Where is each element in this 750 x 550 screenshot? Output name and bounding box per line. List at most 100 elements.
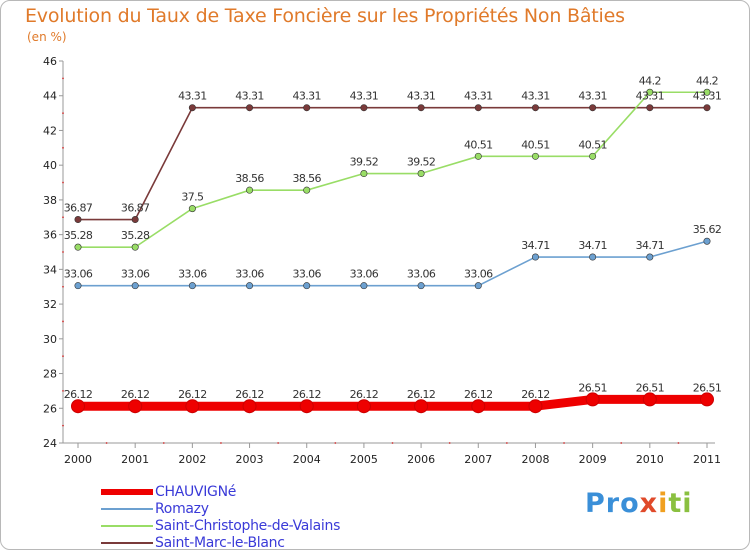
y-minor-tick [62,146,64,149]
y-minor-tick [62,424,64,427]
data-label-0: 26.12 [178,388,207,401]
data-label-3: 43.31 [178,90,207,103]
y-tick-label: 38 [43,194,57,207]
data-point-3 [303,104,311,112]
legend-label-romazy: Romazy [155,501,209,517]
chart-title: Evolution du Taux de Taxe Foncière sur l… [25,5,625,27]
data-label-0: 26.12 [464,388,493,401]
data-point-1 [131,282,139,290]
data-label-1: 34.71 [636,239,665,252]
x-tick-label: 2011 [693,453,721,466]
legend-label-saint-christophe: Saint-Christophe-de-Valains [155,518,341,534]
data-label-0: 26.12 [521,388,550,401]
x-tick-label: 2005 [350,453,378,466]
legend-label-saint-marc: Saint-Marc-le-Blanc [155,535,285,550]
y-tick-label: 32 [43,298,57,311]
data-point-1 [646,253,654,261]
data-point-1 [589,253,597,261]
plot-area [63,61,715,443]
data-label-3: 43.31 [464,90,493,103]
y-minor-tick [62,251,64,253]
data-label-3: 43.31 [578,90,607,103]
y-minor-tick [62,181,64,184]
data-label-0: 26.51 [578,381,607,394]
y-minor-tick [62,355,64,358]
data-point-3 [131,216,139,224]
data-label-1: 34.71 [521,239,550,252]
data-label-2: 38.56 [292,172,321,185]
data-point-1 [531,253,539,261]
x-tick-label: 2001 [121,453,149,466]
data-label-0: 26.12 [350,388,379,401]
legend-item-saint-marc: Saint-Marc-le-Blanc [101,535,421,550]
data-point-3 [188,104,196,112]
data-label-2: 40.51 [521,138,550,151]
data-label-2: 40.51 [464,138,493,151]
chart-legend: CHAUVIGNé Romazy Saint-Christophe-de-Val… [101,484,421,550]
data-point-0 [528,399,543,414]
x-tick-label: 2003 [236,453,264,466]
data-label-2: 39.52 [407,156,436,169]
data-label-1: 34.71 [578,239,607,252]
data-point-1 [703,237,711,245]
x-minor-tick [105,442,108,444]
data-label-3: 43.31 [521,90,550,103]
y-tick-label: 28 [43,368,57,381]
y-tick-label: 34 [43,263,57,276]
data-point-0 [71,399,85,414]
data-point-0 [414,399,429,414]
x-minor-tick [448,442,451,444]
data-label-1: 33.06 [464,268,493,281]
data-point-1 [188,282,196,290]
data-point-2 [417,170,425,178]
data-point-3 [703,104,711,112]
data-point-2 [703,88,711,96]
data-point-3 [360,104,368,112]
x-tick-label: 2004 [293,453,321,466]
data-point-2 [246,186,254,194]
proxiti-logo: Proxiti [585,488,693,519]
y-minor-tick [62,285,64,288]
data-point-0 [700,392,714,407]
y-tick-label: 42 [43,124,57,137]
x-minor-tick [677,442,680,444]
data-label-3: 43.31 [693,90,722,103]
legend-item-saint-christophe: Saint-Christophe-de-Valains [101,518,421,535]
legend-label-chauvigne: CHAUVIGNé [155,484,237,500]
data-point-3 [74,216,82,224]
y-axis-unit-label: (en %) [27,30,67,44]
data-label-1: 33.06 [64,268,93,281]
x-minor-tick [563,442,565,444]
data-label-2: 40.51 [578,138,607,151]
data-label-1: 33.06 [350,268,379,281]
data-point-2 [131,243,139,251]
series-line-3 [77,106,708,221]
data-label-3: 43.31 [636,90,665,103]
series-line-1 [77,240,708,287]
y-minor-tick [62,112,64,114]
y-tick-label: 36 [43,229,57,242]
data-point-2 [589,152,597,160]
data-point-3 [531,104,539,112]
data-point-1 [417,282,425,290]
data-point-0 [242,399,257,414]
data-point-1 [303,282,311,290]
data-point-2 [531,152,539,160]
y-minor-tick [62,77,64,80]
data-label-0: 26.12 [407,388,436,401]
data-point-0 [185,399,200,414]
x-minor-tick [620,442,623,444]
data-label-1: 33.06 [121,268,150,281]
data-point-3 [589,104,597,112]
legend-item-romazy: Romazy [101,501,421,518]
data-point-0 [299,399,314,414]
x-minor-tick [220,442,222,444]
y-tick-label: 26 [43,402,57,415]
data-point-0 [356,399,371,414]
data-label-3: 36.87 [64,202,93,215]
data-label-0: 26.51 [693,381,722,394]
x-minor-tick [391,442,394,444]
legend-swatch-chauvigne [101,489,153,495]
data-label-2: 37.5 [181,191,204,204]
x-tick-label: 2000 [64,453,92,466]
